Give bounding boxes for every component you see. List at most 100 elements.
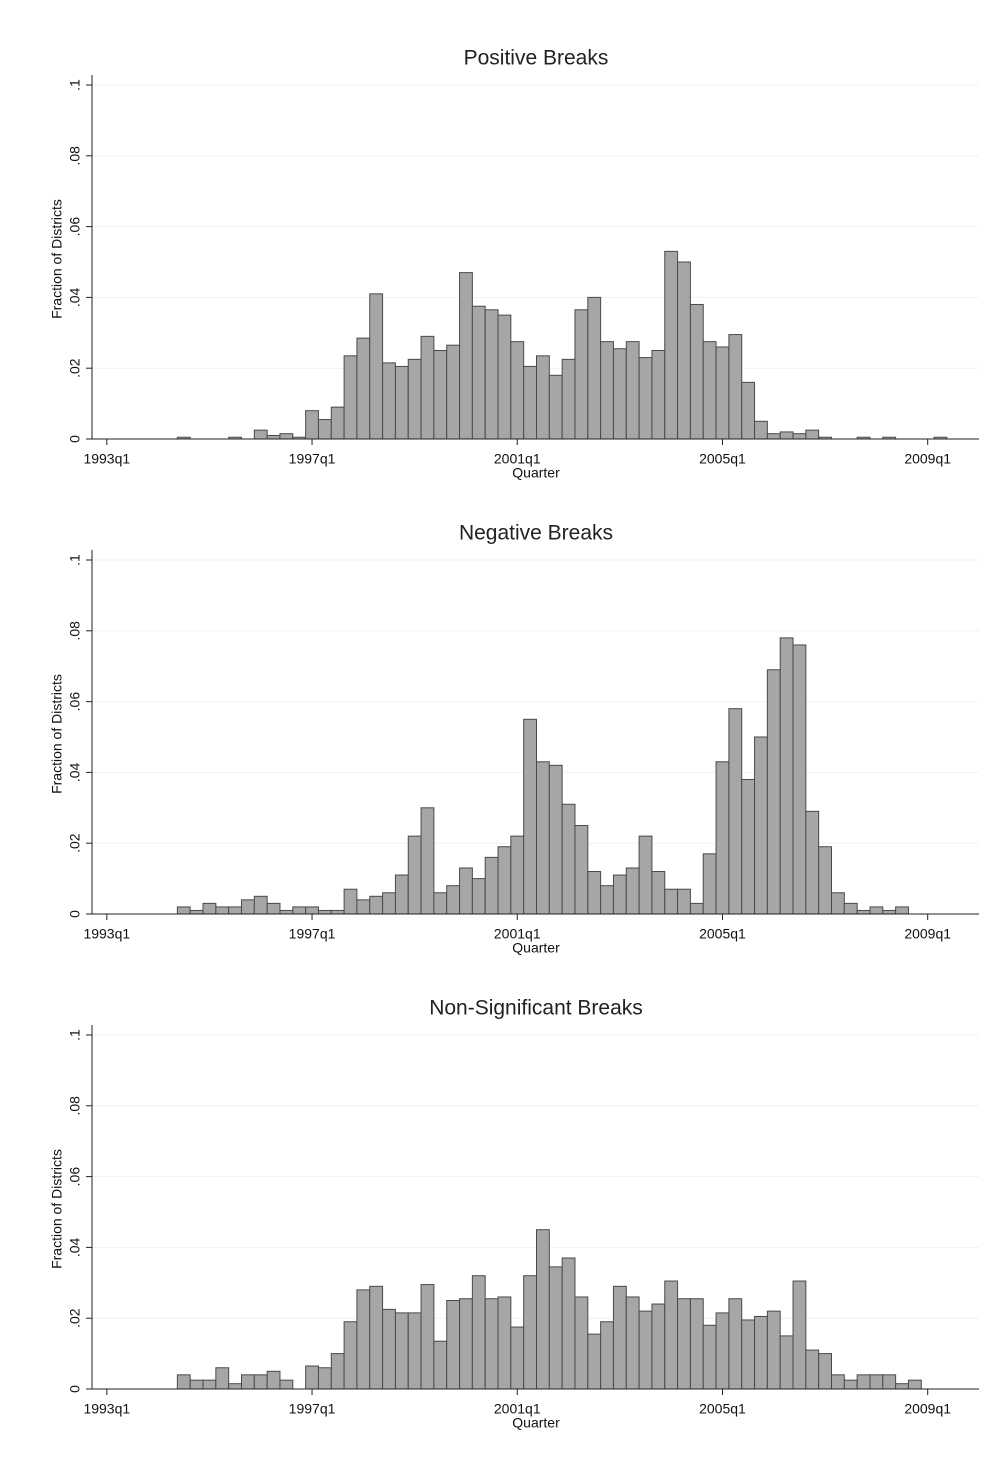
bar: [882, 909, 897, 915]
bar: [356, 899, 371, 915]
bar: [202, 902, 217, 915]
y-tick-label: .06: [67, 692, 83, 712]
bar: [266, 434, 281, 440]
bar: [407, 1312, 422, 1390]
bar: [523, 1275, 537, 1390]
bar: [843, 1379, 858, 1390]
bar: [766, 669, 781, 915]
x-tick-label: 2001q1: [494, 926, 541, 942]
y-tick-label: .1: [67, 554, 83, 566]
bar: [369, 293, 384, 440]
y-tick-label: .06: [67, 1167, 83, 1187]
bar: [689, 303, 704, 440]
bar: [754, 420, 768, 440]
bar: [612, 874, 627, 915]
x-tick-label: 2009q1: [904, 926, 951, 942]
bar: [433, 350, 448, 440]
x-tick-label: 1997q1: [289, 451, 336, 467]
x-tick-label: 1997q1: [289, 926, 336, 942]
bar: [792, 644, 807, 915]
bar: [741, 778, 756, 915]
bar: [728, 334, 743, 440]
bar: [356, 1289, 371, 1390]
bar: [420, 1284, 435, 1390]
bar: [612, 1285, 627, 1390]
bar: [869, 1374, 884, 1390]
bar: [548, 374, 563, 440]
bar: [741, 381, 756, 440]
bar: [831, 892, 845, 915]
bar: [882, 1374, 897, 1390]
bar: [176, 1374, 191, 1390]
bar: [779, 1335, 794, 1390]
bar: [536, 761, 550, 915]
bar: [343, 355, 358, 440]
bar: [638, 835, 653, 915]
chart-title: Non-Significant Breaks: [429, 997, 643, 1020]
bar: [638, 357, 653, 440]
bar: [446, 1300, 461, 1390]
bar: [625, 867, 640, 915]
bar: [317, 909, 332, 915]
bar: [766, 433, 781, 440]
bar: [600, 885, 614, 915]
bar: [856, 909, 871, 915]
bar: [484, 309, 499, 440]
y-tick-label: .02: [67, 358, 83, 378]
x-tick-label: 1993q1: [83, 926, 130, 942]
bar: [843, 902, 858, 915]
x-tick-label: 2005q1: [699, 1401, 746, 1417]
x-tick-label: 2009q1: [904, 1401, 951, 1417]
bar: [330, 1353, 345, 1390]
y-tick-label: .02: [67, 833, 83, 853]
bar: [818, 846, 832, 915]
bar: [433, 1340, 448, 1390]
bar: [664, 250, 679, 440]
bar: [805, 1349, 820, 1390]
bar: [728, 708, 743, 915]
bar: [497, 314, 512, 440]
bar: [715, 346, 730, 440]
bar: [792, 1280, 807, 1390]
y-axis-title: Fraction of Districts: [49, 1149, 65, 1269]
bar: [446, 885, 461, 915]
bar: [241, 899, 255, 915]
bar: [600, 1321, 614, 1390]
bar: [253, 1374, 268, 1390]
bar: [253, 895, 268, 915]
bar: [574, 1296, 589, 1390]
bar: [382, 892, 396, 915]
y-tick-label: 0: [67, 1385, 83, 1393]
bar: [561, 803, 576, 915]
bar: [805, 810, 820, 915]
bar: [548, 764, 563, 915]
bar: [279, 433, 294, 440]
bar: [369, 1285, 384, 1390]
chart-title: Negative Breaks: [459, 522, 613, 545]
bar: [805, 429, 820, 440]
bar: [677, 888, 691, 915]
bar: [638, 1310, 653, 1390]
x-tick-label: 2009q1: [904, 451, 951, 467]
bar: [702, 341, 717, 440]
bar: [625, 1296, 640, 1390]
bar: [689, 1298, 704, 1390]
x-tick-label: 1993q1: [83, 1401, 130, 1417]
bar: [523, 718, 537, 915]
bar: [471, 878, 486, 915]
bar: [561, 1257, 576, 1390]
y-tick-label: .04: [67, 287, 83, 307]
bar: [202, 1379, 217, 1390]
bar: [459, 272, 473, 440]
bar: [228, 1383, 243, 1390]
bar: [510, 835, 525, 915]
bar: [715, 1312, 730, 1390]
bar: [741, 1319, 756, 1390]
bar: [677, 1298, 691, 1390]
bar: [420, 335, 435, 440]
bar: [664, 888, 679, 915]
x-tick-label: 1993q1: [83, 451, 130, 467]
bar: [587, 296, 602, 440]
bar: [228, 906, 243, 915]
bar: [792, 433, 807, 440]
